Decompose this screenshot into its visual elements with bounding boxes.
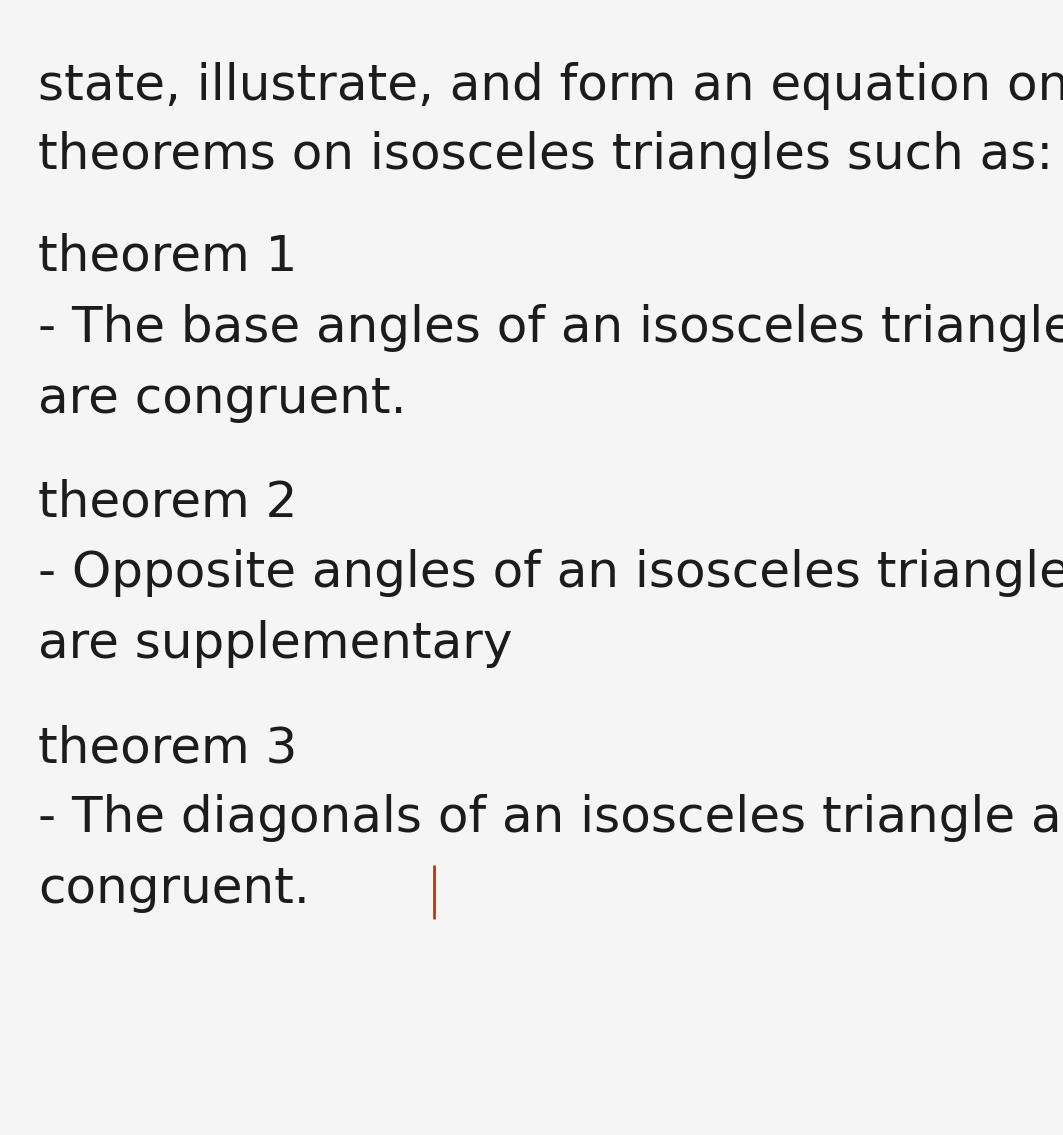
Text: - Opposite angles of an isosceles triangle: - Opposite angles of an isosceles triang… xyxy=(38,549,1063,597)
Text: are supplementary: are supplementary xyxy=(38,620,512,667)
Text: theorems on isosceles triangles such as:: theorems on isosceles triangles such as: xyxy=(38,131,1053,178)
Text: theorem 1: theorem 1 xyxy=(38,233,298,280)
Text: congruent.: congruent. xyxy=(38,865,309,913)
Text: theorem 3: theorem 3 xyxy=(38,724,298,772)
Text: theorem 2: theorem 2 xyxy=(38,479,298,527)
Text: are congruent.: are congruent. xyxy=(38,375,406,422)
Text: - The base angles of an isosceles triangle: - The base angles of an isosceles triang… xyxy=(38,304,1063,352)
Text: - The diagonals of an isosceles triangle are: - The diagonals of an isosceles triangle… xyxy=(38,794,1063,842)
Text: state, illustrate, and form an equation on: state, illustrate, and form an equation … xyxy=(38,62,1063,110)
